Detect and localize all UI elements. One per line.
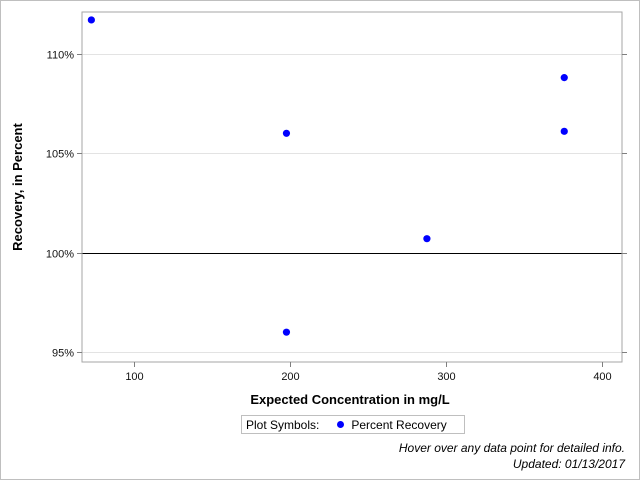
y-axis-title: Recovery, in Percent [10, 123, 25, 251]
data-points [87, 16, 568, 336]
x-tick-label: 200 [281, 371, 299, 383]
y-tick-label: 95% [52, 348, 74, 360]
data-point [560, 74, 568, 82]
data-point [282, 129, 291, 137]
legend-marker-icon [337, 421, 345, 428]
x-tick-label: 300 [437, 371, 455, 383]
updated-date: Updated: 01/13/2017 [512, 457, 625, 471]
x-axis-title: Expected Concentration in mg/L [250, 392, 449, 407]
footnotes: Hover over any data point for detailed i… [399, 440, 625, 472]
data-point [87, 16, 95, 24]
legend: Plot Symbols: Percent Recovery [241, 415, 465, 434]
x-tick-label: 100 [125, 371, 143, 383]
data-point [423, 235, 431, 243]
legend-title: Plot Symbols: [246, 417, 320, 432]
grid-lines [82, 54, 622, 353]
y-tick-label: 110% [47, 50, 75, 62]
hover-note: Hover over any data point for detailed i… [398, 441, 625, 455]
legend-entry-label: Percent Recovery [351, 417, 447, 432]
data-point [560, 127, 568, 135]
axis-ticks: 95% 100% 105% 110% 100 200 300 400 [46, 50, 627, 383]
x-tick-label: 400 [593, 371, 611, 383]
plot-area [81, 11, 623, 363]
y-tick-label: 100% [46, 249, 74, 261]
y-tick-label: 105% [46, 149, 74, 161]
data-point [282, 328, 291, 336]
